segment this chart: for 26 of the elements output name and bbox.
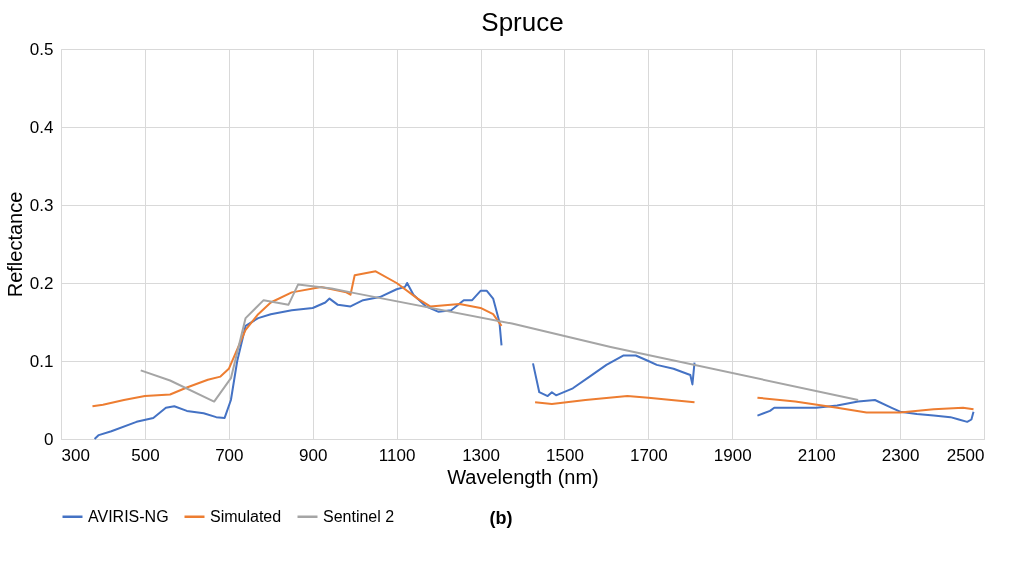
legend-label: Sentinel 2 [323, 507, 395, 525]
y-tick-label: 0 [44, 429, 54, 449]
y-tick-label: 0.3 [29, 195, 54, 215]
legend-label: AVIRIS-NG [88, 507, 169, 525]
text: (b) [489, 508, 513, 528]
x-tick-label: 2100 [797, 445, 836, 465]
x-tick-label: 500 [131, 445, 160, 465]
line-series [139, 283, 860, 403]
x-tick-label: 300 [61, 445, 90, 465]
y-tick-label: 0.4 [29, 117, 54, 137]
x-tick-label: 1100 [378, 445, 416, 465]
legend-label: Simulated [210, 507, 282, 525]
x-tick-label: 1700 [629, 445, 668, 465]
x-tick-label: 1300 [462, 445, 500, 465]
y-tick-label: 0.2 [29, 273, 54, 293]
chart-title: Spruce [481, 7, 564, 37]
x-axis-title: Wavelength (nm) [447, 465, 599, 488]
y-axis-title: Reflectance [3, 191, 26, 298]
y-tick-label: 0.5 [29, 39, 54, 59]
y-tick-label: 0.1 [29, 351, 54, 371]
x-tick-label: 2500 [946, 445, 985, 465]
x-tick-label: 2300 [881, 445, 920, 465]
x-tick-label: 700 [215, 445, 244, 465]
x-tick-label: 1500 [546, 445, 584, 465]
x-tick-label: 1900 [713, 445, 752, 465]
x-tick-label: 900 [299, 445, 328, 465]
